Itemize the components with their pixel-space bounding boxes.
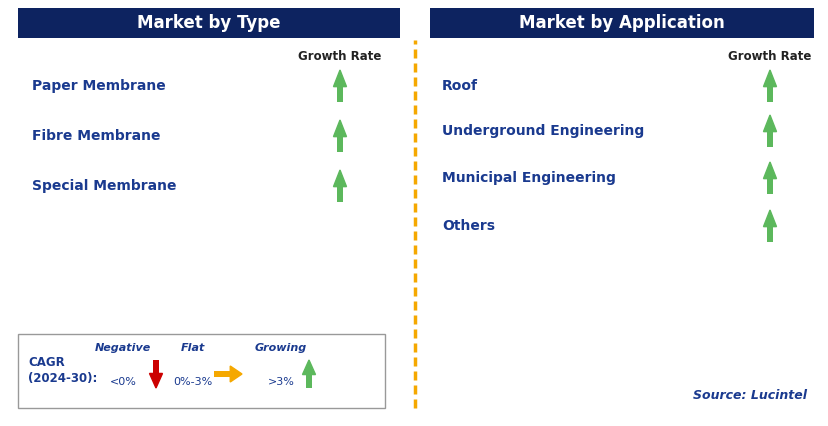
Polygon shape <box>333 70 346 86</box>
Text: (2024-30):: (2024-30): <box>28 372 97 386</box>
Polygon shape <box>763 115 776 132</box>
Bar <box>767 86 772 102</box>
Text: Market by Type: Market by Type <box>137 14 281 32</box>
Text: Negative: Negative <box>94 343 151 353</box>
Bar <box>214 371 230 377</box>
Bar <box>337 86 342 102</box>
Text: Paper Membrane: Paper Membrane <box>32 79 166 93</box>
Text: CAGR: CAGR <box>28 357 65 369</box>
Polygon shape <box>149 374 162 388</box>
Text: >3%: >3% <box>267 377 294 387</box>
Text: Market by Application: Market by Application <box>518 14 724 32</box>
Text: Growth Rate: Growth Rate <box>728 49 811 63</box>
Text: Underground Engineering: Underground Engineering <box>441 124 643 138</box>
Bar <box>767 178 772 194</box>
Polygon shape <box>763 210 776 227</box>
Text: Roof: Roof <box>441 79 478 93</box>
Text: Others: Others <box>441 219 494 233</box>
Polygon shape <box>333 170 346 187</box>
FancyBboxPatch shape <box>18 8 400 38</box>
Polygon shape <box>302 360 315 374</box>
Bar <box>767 227 772 242</box>
Text: Source: Lucintel: Source: Lucintel <box>692 389 806 403</box>
Bar <box>337 137 342 152</box>
Bar <box>153 360 158 374</box>
Text: 0%-3%: 0%-3% <box>173 377 212 387</box>
FancyBboxPatch shape <box>430 8 813 38</box>
Bar <box>337 187 342 202</box>
Polygon shape <box>763 70 776 86</box>
Text: Special Membrane: Special Membrane <box>32 179 176 193</box>
Bar <box>767 132 772 147</box>
Bar <box>306 374 311 388</box>
Polygon shape <box>230 366 242 382</box>
Text: Growth Rate: Growth Rate <box>298 49 381 63</box>
Text: Fibre Membrane: Fibre Membrane <box>32 129 161 143</box>
Polygon shape <box>763 162 776 178</box>
Text: Municipal Engineering: Municipal Engineering <box>441 171 615 185</box>
Text: <0%: <0% <box>109 377 137 387</box>
Text: Growing: Growing <box>254 343 306 353</box>
FancyBboxPatch shape <box>18 334 384 408</box>
Text: Flat: Flat <box>181 343 205 353</box>
Polygon shape <box>333 120 346 137</box>
